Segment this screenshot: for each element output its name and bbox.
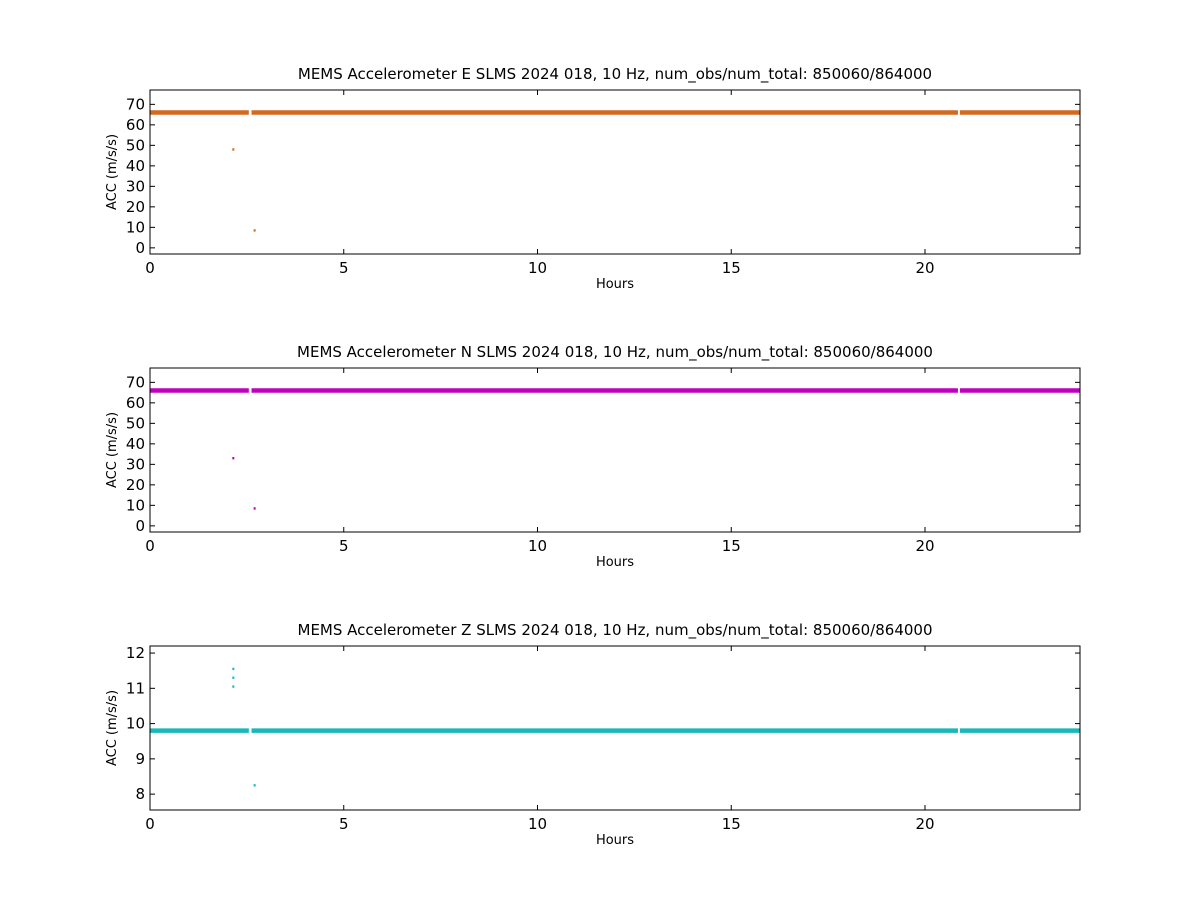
y-tick-label: 30 (126, 177, 145, 195)
y-tick-label: 0 (135, 517, 145, 535)
y-tick-label: 10 (126, 715, 145, 733)
chart-title: MEMS Accelerometer Z SLMS 2024 018, 10 H… (298, 621, 933, 640)
x-axis-label: Hours (596, 833, 634, 848)
plot-frame (149, 367, 1081, 533)
y-tick-label: 40 (126, 435, 145, 453)
y-tick-label: 10 (126, 496, 145, 514)
x-tick-label: 5 (339, 537, 349, 555)
y-tick-label: 60 (126, 394, 145, 412)
y-tick-label: 40 (126, 157, 145, 175)
chart-panel-0: MEMS Accelerometer E SLMS 2024 018, 10 H… (105, 65, 1081, 292)
y-axis-label: ACC (m/s/s) (105, 412, 120, 488)
x-tick-label: 10 (528, 259, 547, 277)
data-point-2 (232, 685, 235, 688)
y-tick-label: 0 (135, 239, 145, 257)
y-tick-label: 30 (126, 455, 145, 473)
y-tick-label: 20 (126, 476, 145, 494)
y-tick-label: 50 (126, 136, 145, 154)
x-axis-label: Hours (596, 555, 634, 570)
y-tick-label: 11 (126, 679, 145, 697)
data-point-0 (232, 148, 235, 151)
y-tick-label: 60 (126, 116, 145, 134)
y-tick-label: 12 (126, 644, 145, 662)
x-tick-label: 15 (722, 815, 741, 833)
y-tick-label: 9 (135, 750, 145, 768)
x-tick-label: 20 (915, 259, 934, 277)
y-tick-label: 70 (126, 373, 145, 391)
x-tick-label: 15 (722, 537, 741, 555)
plot-frame (149, 89, 1081, 255)
data-point-1 (253, 229, 256, 232)
x-tick-label: 5 (339, 815, 349, 833)
y-tick-label: 70 (126, 95, 145, 113)
data-point-3 (253, 784, 256, 787)
x-tick-label: 10 (528, 537, 547, 555)
chart-panel-2: MEMS Accelerometer Z SLMS 2024 018, 10 H… (105, 621, 1081, 848)
y-tick-label: 8 (135, 785, 145, 803)
y-tick-label: 20 (126, 198, 145, 216)
y-tick-label: 50 (126, 414, 145, 432)
plot-frame (149, 645, 1081, 811)
x-tick-label: 10 (528, 815, 547, 833)
y-axis-label: ACC (m/s/s) (105, 134, 120, 210)
data-point-1 (253, 507, 256, 510)
x-tick-label: 5 (339, 259, 349, 277)
x-tick-label: 0 (145, 815, 155, 833)
chart-panel-1: MEMS Accelerometer N SLMS 2024 018, 10 H… (105, 343, 1081, 570)
chart-title: MEMS Accelerometer N SLMS 2024 018, 10 H… (297, 343, 933, 362)
x-tick-label: 0 (145, 537, 155, 555)
x-tick-label: 15 (722, 259, 741, 277)
x-axis-label: Hours (596, 277, 634, 292)
x-tick-label: 20 (915, 815, 934, 833)
x-tick-label: 0 (145, 259, 155, 277)
data-point-0 (232, 457, 235, 460)
data-point-1 (232, 676, 235, 679)
y-tick-label: 10 (126, 218, 145, 236)
chart-title: MEMS Accelerometer E SLMS 2024 018, 10 H… (298, 65, 932, 84)
x-tick-label: 20 (915, 537, 934, 555)
y-axis-label: ACC (m/s/s) (105, 690, 120, 766)
data-point-0 (232, 667, 235, 671)
